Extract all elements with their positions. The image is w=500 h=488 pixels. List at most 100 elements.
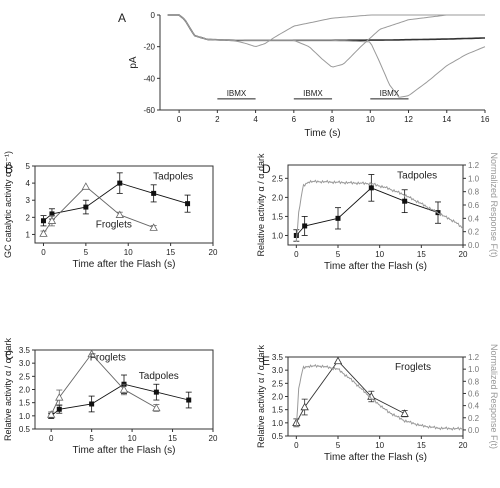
series-label: Tadpoles [153,172,193,183]
x-tick-label: 5 [336,250,341,259]
data-point [89,401,95,407]
y-axis-label: GC catalytic activity α (s⁻¹) [3,151,13,258]
x-tick-label: 15 [166,248,175,257]
y2-tick-label: 1.2 [468,161,480,170]
y-tick-label: 2.5 [19,372,31,381]
y2-tick-label: 0.6 [468,389,480,398]
x-tick-label: 12 [404,115,413,124]
y2-axis-label: Normalized Response F(t) [489,152,499,257]
x-tick-label: 5 [336,441,341,450]
x-tick-label: 2 [215,115,220,124]
y-tick-label: 3 [26,196,31,205]
data-point [368,185,374,191]
y-tick-label: 0.5 [272,432,284,441]
x-tick-label: 15 [417,250,426,259]
y-axis-label: Relative activity α / α dark [256,153,266,256]
x-tick-label: 0 [49,434,54,443]
data-point [185,201,191,207]
x-tick-label: 0 [294,441,299,450]
x-tick-label: 20 [209,434,218,443]
y-tick-label: 3.0 [19,359,31,368]
panel-letter: A [118,11,126,25]
y2-tick-label: 0.4 [468,402,480,411]
x-tick-label: 15 [417,441,426,450]
x-tick-label: 5 [84,248,89,257]
series-line [295,187,439,236]
y2-axis-label: Normalized Response F(t) [489,344,499,449]
data-point [151,190,157,196]
response-trace [295,179,464,242]
y-tick-label: 0.5 [19,425,31,434]
y-tick-label: 4 [26,179,31,188]
y-tick-label: -20 [143,43,155,52]
response-trace [167,14,485,48]
panel-annotation: Froglets [395,362,431,373]
x-tick-label: 20 [209,248,218,257]
y-tick-label: 1.5 [19,399,31,408]
y2-tick-label: 1.0 [468,174,480,183]
x-tick-label: 10 [124,248,133,257]
data-point [47,216,57,224]
x-tick-label: 6 [292,115,297,124]
x-tick-label: 0 [177,115,182,124]
y-tick-label: 1.5 [272,212,284,221]
data-point [40,218,46,224]
y-tick-label: 5 [26,162,31,171]
y2-tick-label: 1.2 [468,353,480,362]
y2-tick-label: 0.8 [468,188,480,197]
y2-tick-label: 0.2 [468,228,480,237]
y-tick-label: 3.5 [19,346,31,355]
data-point [153,389,159,395]
y-tick-label: 3.5 [272,353,284,362]
ibmx-label: IBMX [380,89,400,98]
x-tick-label: 10 [128,434,137,443]
y-tick-label: 1.0 [272,419,284,428]
panel-annotation: Tadpoles [397,170,437,181]
data-point [152,403,161,412]
panel-e: E 0 5 10 15 20 0.5 1.0 1.5 2.0 2.5 3.0 3.5 0.0 0.2 0.4 0… [256,344,499,463]
x-axis-label: Time after the Flash (s) [324,452,427,463]
data-point [56,406,62,412]
plot-frame [287,356,464,437]
x-tick-label: 8 [330,115,335,124]
plot-frame [34,165,214,244]
y2-tick-label: 0.2 [468,414,480,423]
y-tick-label: 2.0 [19,386,31,395]
x-axis-label: Time after the Flash (s) [73,445,176,456]
x-tick-label: 5 [89,434,94,443]
y-axis-label: Relative activity α / α dark [3,338,13,441]
data-point [39,229,48,237]
y-tick-label: 2.5 [272,379,284,388]
data-point [81,182,91,190]
y-tick-label: -40 [143,74,155,83]
data-point [117,180,123,186]
x-tick-label: 4 [253,115,258,124]
panel-letter: D [262,162,271,176]
y-tick-label: 2 [26,213,31,222]
data-point [83,204,89,210]
y2-tick-label: 0.8 [468,377,480,386]
data-point [300,402,309,411]
x-tick-label: 15 [168,434,177,443]
data-point [400,409,409,417]
y-tick-label: 1.0 [272,231,284,240]
data-point [402,198,408,204]
y-tick-label: 0 [151,11,156,20]
x-tick-label: 16 [481,115,490,124]
x-tick-label: 10 [366,115,375,124]
data-point [335,215,341,221]
y-tick-label: 2.5 [272,174,284,183]
x-tick-label: 0 [294,250,299,259]
y-tick-label: 1 [26,230,31,239]
data-point [87,349,96,358]
x-tick-label: 10 [375,250,384,259]
ibmx-label: IBMX [227,89,247,98]
panel-d: D 0 5 10 15 20 1.0 1.5 2.0 2.5 0.0 0.2 0.4 0.6 0.8 1.0 1… [256,152,499,272]
series-line [295,360,405,424]
series-label: Froglets [90,353,126,364]
response-trace [167,14,486,98]
y-tick-label: 1.0 [19,412,31,421]
ibmx-label: IBMX [303,89,323,98]
panel-a: A 0 2 4 6 8 10 12 14 16 -60 -40 -20 0 Time (s) pA IBMX IB… [118,11,490,139]
response-trace [295,363,464,431]
